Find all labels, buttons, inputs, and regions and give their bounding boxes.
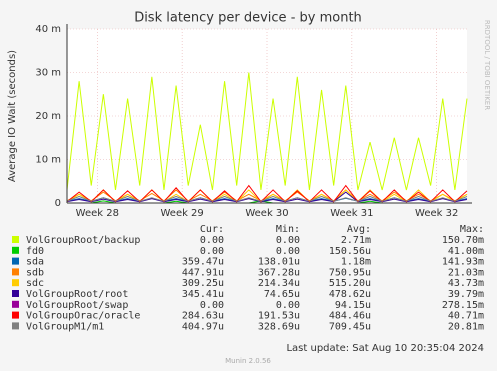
y-tick-label: 10 m — [35, 155, 61, 166]
y-tick-label: 40 m — [35, 24, 61, 35]
legend-stat: 484.46u — [329, 311, 371, 322]
legend-stat: 478.62u — [329, 289, 371, 300]
x-tick-label: Week 31 — [330, 208, 373, 219]
legend-stat: 141.93m — [442, 257, 484, 268]
y-tick-label: 0 — [55, 198, 61, 209]
legend-swatch — [12, 236, 19, 243]
legend-stat: 750.95u — [329, 267, 371, 278]
legend-label: sdc — [26, 278, 44, 289]
legend-label: VolGroupRoot/backup — [26, 235, 140, 246]
legend-stat: 150.70m — [442, 235, 484, 246]
series-line — [66, 189, 468, 203]
legend-stat: 367.28u — [258, 267, 300, 278]
legend-stat: 0.00 — [276, 300, 300, 311]
legend-label: VolGroupRoot/swap — [26, 300, 128, 311]
series-line — [66, 191, 468, 203]
legend-stat: 39.79m — [448, 289, 484, 300]
legend-stat: 94.15u — [335, 300, 371, 311]
legend-stat: 0.00 — [200, 300, 224, 311]
legend-stat: 2.71m — [341, 235, 371, 246]
legend-stat: 359.47u — [182, 257, 224, 268]
legend-label: VolGroupRoot/root — [26, 289, 128, 300]
table-header: Cur: — [200, 224, 224, 235]
legend-stat: 21.03m — [448, 267, 484, 278]
side-label: RRDTOOL / TOBI OETIKER — [483, 20, 491, 110]
legend-stat: 41.00m — [448, 246, 484, 257]
legend-stat: 404.97u — [182, 321, 224, 332]
legend-stat: 20.81m — [448, 321, 484, 332]
legend-stat: 1.18m — [341, 257, 371, 268]
legend-label: sdb — [26, 267, 44, 278]
legend-swatch — [12, 257, 19, 265]
legend-stat: 214.34u — [258, 278, 300, 289]
series-line — [66, 195, 468, 202]
legend-swatch — [12, 246, 19, 254]
legend-stat: 0.00 — [276, 246, 300, 257]
series-line — [66, 72, 468, 191]
legend-stat: 43.73m — [448, 278, 484, 289]
legend-stat: 345.41u — [182, 289, 224, 300]
last-update: Last update: Sat Aug 10 20:35:04 2024 — [286, 343, 484, 354]
legend-stat: 0.00 — [200, 246, 224, 257]
legend-label: VolGroupOrac/oracle — [26, 311, 140, 322]
legend-stat: 709.45u — [329, 321, 371, 332]
legend-stat: 138.01u — [258, 257, 300, 268]
legend-swatch — [12, 322, 19, 330]
legend-swatch — [12, 311, 19, 319]
x-tick-label: Week 32 — [415, 208, 458, 219]
footer: Munin 2.0.56 — [225, 357, 271, 365]
x-tick-label: Week 30 — [245, 208, 288, 219]
legend-stat: 0.00 — [276, 235, 300, 246]
legend-swatch — [12, 279, 19, 287]
chart-title: Disk latency per device - by month — [134, 11, 362, 26]
legend-stat: 278.15m — [442, 300, 484, 311]
legend-stat: 74.65u — [264, 289, 300, 300]
y-tick-label: 30 m — [35, 68, 61, 79]
legend-stat: 0.00 — [200, 235, 224, 246]
legend-stat: 447.91u — [182, 267, 224, 278]
table-header: Max: — [460, 224, 484, 235]
legend-stat: 309.25u — [182, 278, 224, 289]
y-axis-label: Average IO Wait (seconds) — [7, 50, 18, 182]
legend-label: VolGroupM1/m1 — [26, 321, 104, 332]
x-tick-label: Week 28 — [76, 208, 119, 219]
legend-stat: 191.53u — [258, 311, 300, 322]
legend-stat: 284.63u — [182, 311, 224, 322]
legend-stat: 328.69u — [258, 321, 300, 332]
legend-swatch — [12, 268, 19, 276]
series-line — [66, 184, 468, 203]
table-header: Min: — [276, 224, 300, 235]
y-tick-label: 20 m — [35, 111, 61, 122]
legend-stat: 515.20u — [329, 278, 371, 289]
legend-swatch — [12, 290, 19, 297]
legend-label: sda — [26, 257, 44, 268]
legend-label: fd0 — [26, 246, 44, 257]
legend-swatch — [12, 300, 19, 308]
legend-stat: 40.71m — [448, 311, 484, 322]
table-header: Avg: — [347, 224, 371, 235]
x-tick-label: Week 29 — [160, 208, 203, 219]
legend-stat: 150.56u — [329, 246, 371, 257]
